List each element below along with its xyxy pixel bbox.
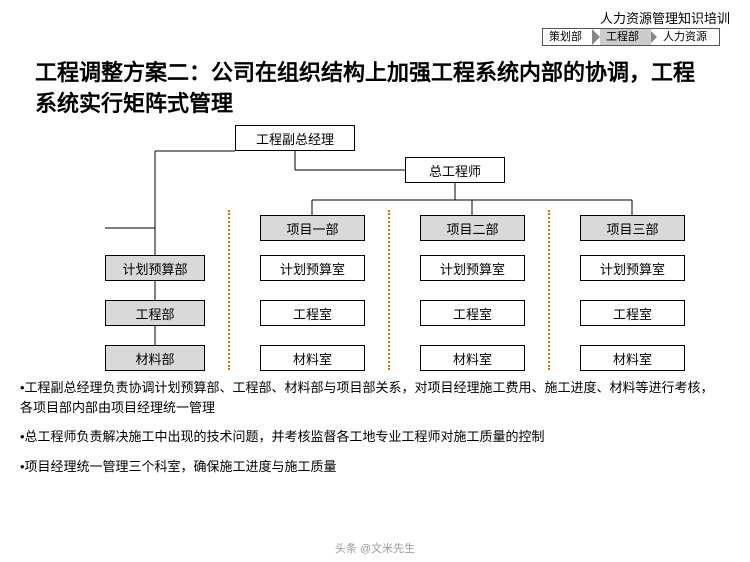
org-node-vp: 工程副总经理 <box>235 125 355 151</box>
divider-dash <box>228 210 230 370</box>
org-node-room: 材料室 <box>580 345 685 371</box>
divider-dash <box>548 210 550 370</box>
page-title: 工程调整方案二：公司在组织结构上加强工程系统内部的协调，工程系统实行矩阵式管理 <box>35 58 715 120</box>
org-node-dept: 计划预算部 <box>105 255 205 281</box>
org-node-room: 工程室 <box>580 300 685 326</box>
org-chart: 工程副总经理 总工程师 计划预算部 工程部 材料部 项目一部 计划预算室 工程室… <box>0 125 750 370</box>
org-node-dept: 材料部 <box>105 345 205 371</box>
org-node-project: 项目一部 <box>260 215 365 241</box>
header-subtitle: 人力资源管理知识培训 <box>600 8 730 27</box>
bullet-list: •工程副总经理负责协调计划预算部、工程部、材料部与项目部关系，对项目经理施工费用… <box>20 378 725 486</box>
breadcrumb-item: 工程部 <box>600 29 651 45</box>
bullet-item: •工程副总经理负责协调计划预算部、工程部、材料部与项目部关系，对项目经理施工费用… <box>20 378 725 417</box>
breadcrumb-item: 人力资源 <box>657 29 719 45</box>
divider-dash <box>388 210 390 370</box>
org-node-room: 计划预算室 <box>580 255 685 281</box>
org-node-room: 计划预算室 <box>420 255 525 281</box>
breadcrumb: 策划部 工程部 人力资源 <box>542 28 720 46</box>
org-node-room: 计划预算室 <box>260 255 365 281</box>
org-node-project: 项目二部 <box>420 215 525 241</box>
org-node-room: 工程室 <box>260 300 365 326</box>
bullet-item: •总工程师负责解决施工中出现的技术问题，并考核监督各工地专业工程师对施工质量的控… <box>20 427 725 447</box>
org-node-room: 材料室 <box>260 345 365 371</box>
watermark: 头条 @文米先生 <box>335 540 415 556</box>
chart-connectors <box>0 125 750 370</box>
org-node-project: 项目三部 <box>580 215 685 241</box>
org-node-chief: 总工程师 <box>405 157 505 183</box>
org-node-room: 工程室 <box>420 300 525 326</box>
org-node-room: 材料室 <box>420 345 525 371</box>
bullet-item: •项目经理统一管理三个科室，确保施工进度与施工质量 <box>20 457 725 477</box>
org-node-dept: 工程部 <box>105 300 205 326</box>
breadcrumb-item: 策划部 <box>543 29 594 45</box>
